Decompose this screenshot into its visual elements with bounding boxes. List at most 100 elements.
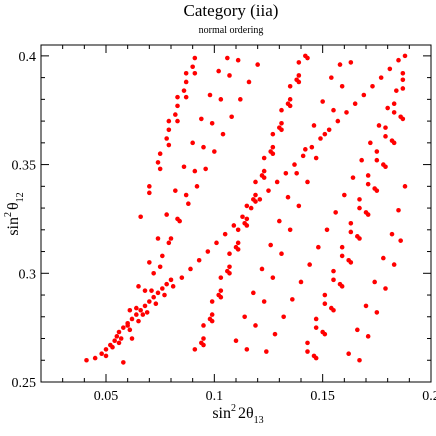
- scatter-point: [121, 325, 126, 330]
- scatter-point: [329, 75, 334, 80]
- scatter-point: [157, 264, 163, 270]
- scatter-point: [337, 281, 343, 287]
- scatter-point: [166, 240, 172, 246]
- scatter-point: [268, 242, 273, 248]
- y-tick-label: 0.4: [19, 50, 37, 65]
- scatter-point: [283, 170, 289, 176]
- scatter-point: [279, 107, 284, 113]
- scatter-point: [320, 99, 325, 104]
- scatter-point: [389, 231, 395, 237]
- scatter-point: [209, 120, 215, 126]
- scatter-point: [248, 205, 254, 211]
- scatter-point: [350, 175, 356, 180]
- scatter-point: [181, 88, 187, 93]
- scatter-point: [222, 231, 228, 237]
- scatter-point: [396, 207, 401, 213]
- scatter-point: [331, 277, 336, 283]
- scatter-point: [127, 307, 133, 313]
- scatter-point: [192, 347, 198, 352]
- x-axis-label-base: sin: [212, 405, 231, 422]
- scatter-point: [339, 244, 345, 250]
- scatter-point: [337, 62, 343, 67]
- axis-ticks: [40, 45, 432, 383]
- scatter-point: [201, 323, 206, 328]
- scatter-point: [190, 140, 195, 146]
- scatter-point: [391, 101, 397, 107]
- scatter-point: [342, 192, 347, 198]
- scatter-point: [324, 227, 330, 233]
- scatter-point: [387, 66, 393, 72]
- scatter-point: [348, 220, 354, 226]
- scatter-point: [233, 244, 239, 250]
- scatter-point: [365, 334, 371, 339]
- scatter-point: [322, 131, 328, 137]
- scatter-point: [309, 144, 315, 150]
- scatter-point: [168, 277, 174, 283]
- scatter-point: [313, 325, 319, 330]
- scatter-point: [261, 168, 267, 174]
- scatter-point: [216, 68, 221, 74]
- scatter-point: [287, 97, 293, 102]
- scatter-point: [385, 105, 390, 111]
- scatter-point: [389, 138, 395, 143]
- scatter-point: [164, 281, 169, 287]
- scatter-point: [127, 327, 133, 333]
- scatter-point: [270, 275, 276, 280]
- x-axis-label-mid: 2θ: [238, 405, 254, 422]
- scatter-point: [316, 244, 321, 250]
- scatter-point: [225, 55, 230, 61]
- scatter-point: [212, 149, 217, 154]
- y-tick-label: 0.35: [12, 159, 37, 174]
- scatter-point: [209, 312, 215, 317]
- axis-tick-labels: 0.05 0.1 0.15 0.2 0.25 0.3 0.35 0.4: [12, 50, 436, 404]
- scatter-point: [270, 144, 276, 150]
- scatter-point: [170, 284, 176, 289]
- scatter-point: [227, 73, 232, 78]
- scatter-point: [391, 262, 397, 267]
- scatter-point: [129, 336, 135, 341]
- scatter-point: [179, 275, 185, 280]
- scatter-point: [255, 62, 260, 67]
- scatter-point: [398, 114, 403, 120]
- scatter-point: [183, 70, 189, 76]
- scatter-point: [175, 94, 180, 100]
- scatter-point: [305, 340, 310, 346]
- scatter-point: [229, 114, 234, 120]
- scatter-point: [103, 353, 109, 359]
- chart-subtitle: normal ordering: [199, 25, 264, 36]
- scatter-point: [287, 227, 293, 233]
- scatter-point: [114, 334, 120, 339]
- scatter-point: [166, 118, 172, 124]
- scatter-point: [140, 312, 146, 317]
- scatter-point: [355, 234, 360, 239]
- scatter-point: [320, 329, 325, 335]
- scatter-point: [116, 340, 122, 346]
- scatter-point: [285, 194, 291, 200]
- scatter-point: [313, 155, 319, 161]
- scatter-point: [205, 249, 211, 254]
- scatter-point: [194, 184, 200, 189]
- scatter-point: [355, 327, 360, 333]
- scatter-point: [160, 253, 165, 259]
- scatter-point: [402, 184, 408, 189]
- scatter-point: [147, 190, 152, 196]
- scatter-point: [142, 288, 148, 293]
- scatter-point: [261, 155, 267, 161]
- scatter-point: [383, 286, 388, 291]
- scatter-point: [84, 357, 89, 363]
- x-tick-label: 0.05: [94, 389, 119, 404]
- scatter-point: [374, 310, 380, 315]
- scatter-point: [272, 331, 278, 337]
- scatter-point: [361, 92, 367, 98]
- scatter-point: [153, 301, 159, 307]
- scatter-point: [136, 284, 141, 289]
- scatter-point: [266, 188, 271, 193]
- scatter-point: [183, 192, 189, 198]
- scatter-point: [201, 336, 206, 341]
- scatter-point: [300, 153, 306, 159]
- scatter-point: [359, 157, 364, 163]
- scatter-point: [394, 88, 399, 93]
- scatter-point: [175, 216, 180, 222]
- scatter-point: [199, 340, 204, 346]
